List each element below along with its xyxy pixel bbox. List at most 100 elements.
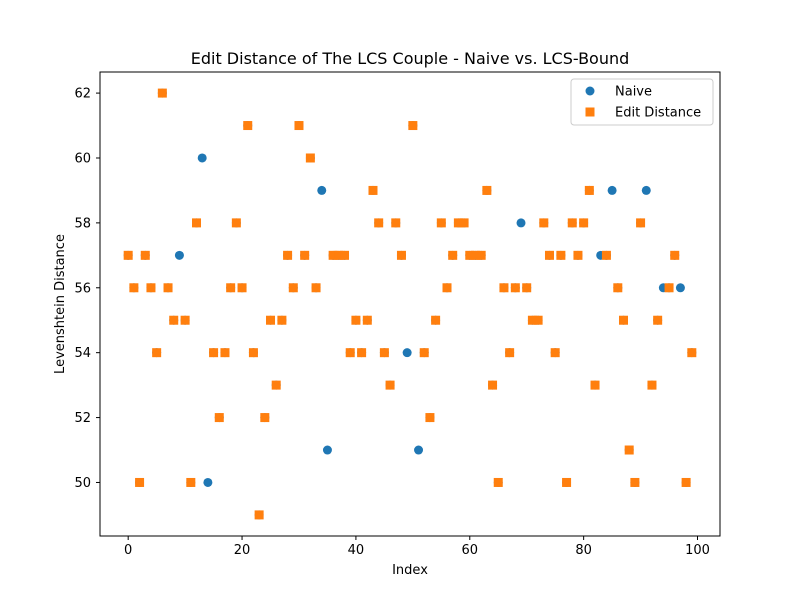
legend-label: Edit Distance	[615, 106, 701, 121]
data-point-naive	[641, 185, 651, 195]
data-point-edit-distance	[601, 250, 611, 260]
data-point-naive	[322, 445, 332, 455]
data-point-edit-distance	[618, 315, 628, 325]
data-point-edit-distance	[613, 283, 623, 293]
data-point-edit-distance	[579, 218, 589, 228]
data-point-naive	[402, 348, 412, 358]
data-point-edit-distance	[129, 283, 139, 293]
y-tick-label: 52	[74, 411, 91, 426]
data-point-edit-distance	[351, 315, 361, 325]
data-point-edit-distance	[681, 477, 691, 487]
data-point-edit-distance	[539, 218, 549, 228]
data-point-edit-distance	[442, 283, 452, 293]
data-point-edit-distance	[300, 250, 310, 260]
data-point-edit-distance	[687, 348, 697, 358]
data-point-edit-distance	[266, 315, 276, 325]
data-point-naive	[414, 445, 424, 455]
data-point-edit-distance	[362, 315, 372, 325]
y-tick-label: 50	[74, 476, 91, 491]
x-tick-label: 60	[462, 543, 479, 558]
plot-marks	[123, 88, 697, 520]
data-point-naive	[317, 185, 327, 195]
data-point-edit-distance	[385, 380, 395, 390]
x-tick-label: 40	[348, 543, 365, 558]
data-point-edit-distance	[152, 348, 162, 358]
data-point-edit-distance	[305, 153, 315, 163]
plot-frame	[99, 71, 721, 537]
data-point-edit-distance	[135, 477, 145, 487]
data-point-edit-distance	[653, 315, 663, 325]
data-point-edit-distance	[522, 283, 532, 293]
x-axis: 0 20 40 60 80 100	[124, 536, 710, 558]
data-point-edit-distance	[527, 315, 537, 325]
series-edit-distance	[123, 88, 697, 520]
data-point-edit-distance	[214, 413, 224, 423]
data-point-edit-distance	[157, 88, 167, 98]
chart-title: Edit Distance of The LCS Couple - Naive …	[191, 49, 630, 68]
data-point-edit-distance	[562, 477, 572, 487]
data-point-naive	[675, 283, 685, 293]
data-point-naive	[197, 153, 207, 163]
data-point-edit-distance	[470, 250, 480, 260]
legend-marker-edit-distance	[585, 107, 595, 117]
data-point-edit-distance	[180, 315, 190, 325]
data-point-edit-distance	[231, 218, 241, 228]
data-point-edit-distance	[584, 185, 594, 195]
data-point-naive	[516, 218, 526, 228]
data-point-edit-distance	[328, 250, 338, 260]
data-point-edit-distance	[288, 283, 298, 293]
y-tick-label: 62	[74, 87, 91, 102]
data-point-edit-distance	[396, 250, 406, 260]
data-point-edit-distance	[271, 380, 281, 390]
data-point-edit-distance	[220, 348, 230, 358]
data-point-edit-distance	[567, 218, 577, 228]
data-point-edit-distance	[636, 218, 646, 228]
data-point-edit-distance	[499, 283, 509, 293]
data-point-edit-distance	[254, 510, 264, 520]
data-point-naive	[203, 477, 213, 487]
x-tick-label: 0	[124, 543, 132, 558]
x-tick-label: 20	[234, 543, 251, 558]
data-point-edit-distance	[573, 250, 583, 260]
data-point-edit-distance	[556, 250, 566, 260]
data-point-edit-distance	[550, 348, 560, 358]
data-point-edit-distance	[277, 315, 287, 325]
data-point-edit-distance	[379, 348, 389, 358]
data-point-edit-distance	[425, 413, 435, 423]
y-tick-label: 54	[74, 346, 91, 361]
data-point-edit-distance	[357, 348, 367, 358]
y-tick-label: 60	[74, 151, 91, 166]
data-point-edit-distance	[476, 250, 486, 260]
data-point-edit-distance	[340, 250, 350, 260]
data-point-edit-distance	[544, 250, 554, 260]
data-point-edit-distance	[368, 185, 378, 195]
data-point-edit-distance	[510, 283, 520, 293]
data-point-edit-distance	[493, 477, 503, 487]
data-point-edit-distance	[590, 380, 600, 390]
data-point-edit-distance	[664, 283, 674, 293]
data-point-edit-distance	[630, 477, 640, 487]
y-axis-label: Levenshtein Distance	[53, 234, 68, 374]
data-point-edit-distance	[283, 250, 293, 260]
data-point-edit-distance	[226, 283, 236, 293]
x-axis-label: Index	[392, 563, 428, 578]
data-point-edit-distance	[488, 380, 498, 390]
data-point-edit-distance	[408, 121, 418, 131]
x-tick-label: 100	[685, 543, 710, 558]
y-tick-label: 56	[74, 281, 91, 296]
data-point-edit-distance	[482, 185, 492, 195]
data-point-edit-distance	[186, 477, 196, 487]
data-point-edit-distance	[140, 250, 150, 260]
data-point-edit-distance	[345, 348, 355, 358]
data-point-naive	[174, 250, 184, 260]
data-point-edit-distance	[459, 218, 469, 228]
data-point-edit-distance	[431, 315, 441, 325]
legend-box	[570, 78, 714, 126]
data-point-naive	[607, 185, 617, 195]
data-point-edit-distance	[163, 283, 173, 293]
data-point-edit-distance	[209, 348, 219, 358]
data-point-edit-distance	[192, 218, 202, 228]
legend-label: Naive	[615, 85, 652, 100]
y-axis: 50 52 54 56 58 60 62	[74, 87, 100, 491]
